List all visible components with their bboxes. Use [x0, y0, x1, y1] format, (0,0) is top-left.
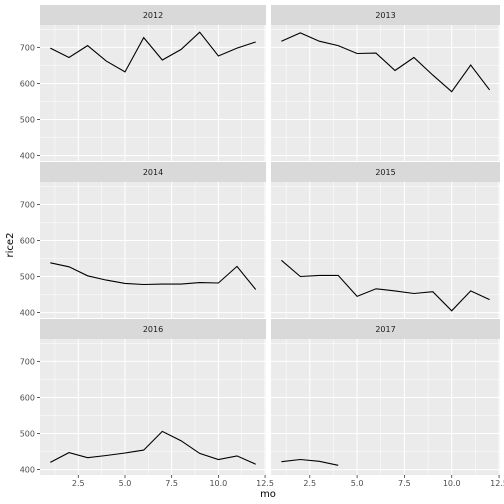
x-tick-label: 7.5	[165, 479, 178, 488]
series-line-2017	[281, 458, 339, 466]
facet-strip	[271, 162, 500, 182]
y-axis-title: rice2	[5, 233, 16, 258]
x-tick-label: 5.0	[351, 479, 364, 488]
y-tick-label: 500	[20, 430, 35, 439]
y-tick-label: 400	[20, 309, 35, 318]
series-line-2015	[281, 259, 490, 312]
x-tick-label: 10.0	[209, 479, 227, 488]
y-tick-label: 500	[20, 116, 35, 125]
y-tick-label: 700	[20, 43, 35, 52]
facet-strip-label: 2012	[143, 11, 163, 20]
x-tick-label: 7.5	[398, 479, 411, 488]
facet-panels: 2012 2013 2014 2015 2016 2017	[40, 5, 500, 475]
x-axis-title: mo	[260, 489, 276, 500]
facet-strip-label: 2014	[143, 168, 163, 177]
series-line-2012	[50, 31, 256, 73]
panel-background	[40, 182, 266, 318]
series-line-2016	[50, 430, 256, 465]
y-tick-label: 700	[20, 357, 35, 366]
facet-strip	[271, 5, 500, 25]
facet-strip	[40, 319, 266, 339]
series-line-2014	[50, 262, 257, 290]
facet-strip	[40, 5, 266, 25]
y-tick-label: 600	[20, 393, 35, 402]
panel-background	[40, 339, 266, 475]
facet-panel-2016: 2016	[40, 319, 266, 475]
x-axis: 2.5 5.0 7.5 10.0 12.5 2.5 5.0 7.5 10.0 12.5	[72, 475, 504, 488]
y-tick-label: 500	[20, 273, 35, 282]
facet-strip-label: 2017	[375, 325, 395, 334]
facet-strip	[40, 162, 266, 182]
facet-strip-label: 2013	[375, 11, 395, 20]
x-tick-label: 12.5	[490, 479, 504, 488]
panel-background	[271, 339, 500, 475]
y-tick-label: 400	[20, 466, 35, 475]
facet-panel-2017: 2017	[271, 319, 500, 475]
x-tick-label: 10.0	[443, 479, 461, 488]
y-axes: 400 500 600 700 400 500 600 700 400 500 600 700	[20, 43, 40, 475]
y-tick-label: 600	[20, 79, 35, 88]
facet-panel-2012: 2012	[40, 5, 266, 161]
facet-panel-2013: 2013	[271, 5, 500, 161]
x-tick-label: 5.0	[119, 479, 132, 488]
panel-background	[40, 25, 266, 161]
facet-strip-label: 2015	[375, 168, 395, 177]
x-tick-label: 2.5	[72, 479, 85, 488]
facet-strip	[271, 319, 500, 339]
facet-strip-label: 2016	[143, 325, 163, 334]
facet-panel-2015: 2015	[271, 162, 500, 318]
x-tick-label: 2.5	[303, 479, 316, 488]
panel-background	[271, 182, 500, 318]
y-tick-label: 700	[20, 200, 35, 209]
y-tick-label: 600	[20, 236, 35, 245]
facet-panel-2014: 2014	[40, 162, 266, 318]
series-line-2013	[281, 32, 491, 93]
y-tick-label: 400	[20, 152, 35, 161]
panel-background	[271, 25, 500, 161]
x-tick-label: 12.5	[256, 479, 274, 488]
